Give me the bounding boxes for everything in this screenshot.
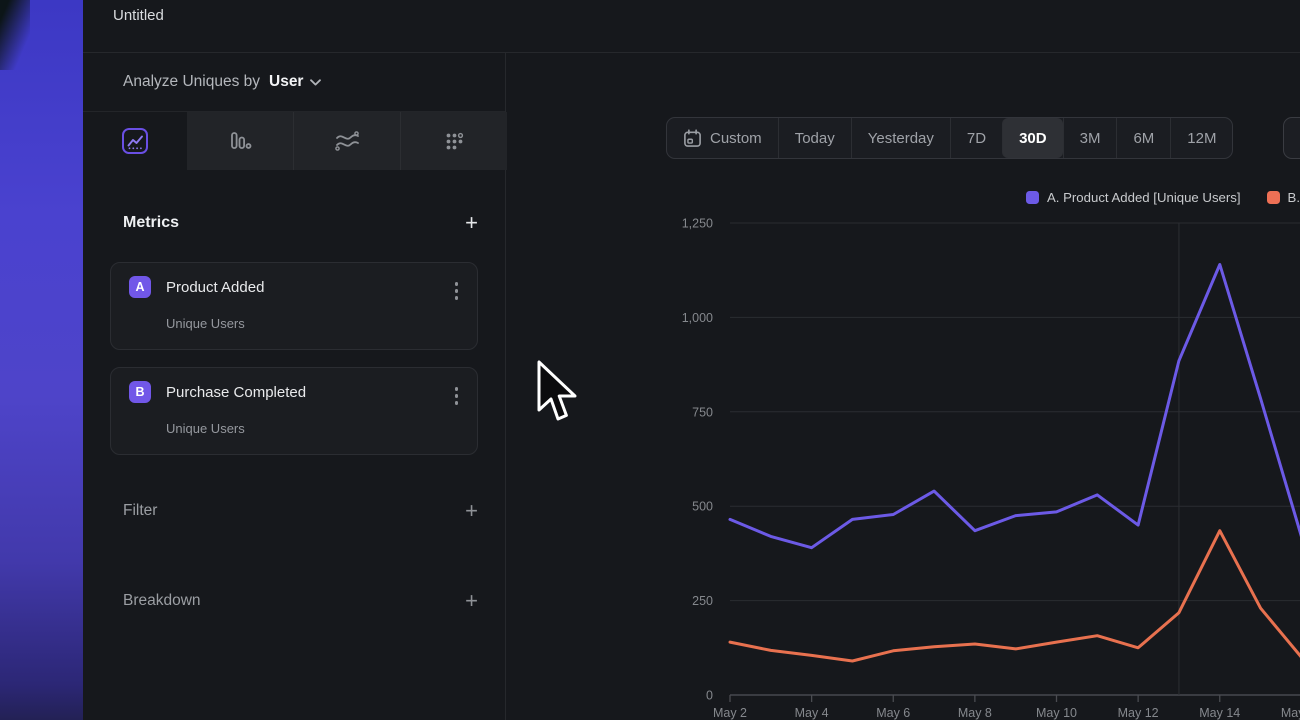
chevron-down-icon xyxy=(310,79,321,86)
y-axis-label: 0 xyxy=(706,689,713,703)
metric-subtitle: Unique Users xyxy=(166,421,245,436)
range-label: Yesterday xyxy=(868,130,934,147)
kebab-menu-icon[interactable] xyxy=(453,280,461,302)
tab-bar-chart[interactable] xyxy=(187,112,293,170)
metrics-title: Metrics xyxy=(123,214,179,232)
y-axis-label: 750 xyxy=(692,405,713,419)
flow-icon xyxy=(334,131,360,151)
section-row-filter: Filter + xyxy=(123,501,478,521)
metric-name: Product Added xyxy=(166,279,264,296)
tab-flow[interactable] xyxy=(293,112,400,170)
series-b-line xyxy=(730,531,1300,661)
x-axis-label: May 16 xyxy=(1281,706,1300,720)
metric-name: Purchase Completed xyxy=(166,384,306,401)
range-button-7d[interactable]: 7D xyxy=(950,118,1002,158)
metrics-header: Metrics + xyxy=(123,213,478,233)
x-axis-label: May 2 xyxy=(713,706,747,720)
y-axis-label: 1,000 xyxy=(682,311,713,325)
sidebar: Analyze Uniques by User Metrics + A Produ… xyxy=(83,53,506,720)
range-button-3m[interactable]: 3M xyxy=(1063,118,1117,158)
metric-badge: A xyxy=(129,276,151,298)
range-label: 3M xyxy=(1080,130,1101,147)
add-metric-button[interactable]: + xyxy=(465,213,478,233)
analyze-entity-value: User xyxy=(269,73,303,91)
metric-card[interactable]: A Product Added Unique Users xyxy=(110,262,478,350)
date-range-selector: Custom Today Yesterday 7D 30D 3M 6M 12M xyxy=(666,117,1233,159)
chart-type-tabs xyxy=(83,112,505,170)
section-label: Breakdown xyxy=(123,592,201,610)
add-filter-button[interactable]: + xyxy=(465,501,478,521)
metric-card[interactable]: B Purchase Completed Unique Users xyxy=(110,367,478,455)
x-axis-label: May 12 xyxy=(1118,706,1159,720)
legend-item[interactable]: B. Purchase Completed [Unique Users] xyxy=(1267,190,1300,205)
calendar-icon xyxy=(683,129,702,148)
section-label: Filter xyxy=(123,502,157,520)
tab-line-chart[interactable] xyxy=(83,112,187,170)
range-label: 30D xyxy=(1019,130,1047,147)
metric-badge: B xyxy=(129,381,151,403)
legend-label: B. Purchase Completed [Unique Users] xyxy=(1288,190,1300,205)
window-header: Untitled xyxy=(83,0,1300,53)
range-button-custom[interactable]: Custom xyxy=(667,118,778,158)
range-label: 12M xyxy=(1187,130,1216,147)
range-button-30d[interactable]: 30D xyxy=(1002,118,1063,158)
range-label: Today xyxy=(795,130,835,147)
x-axis-label: May 8 xyxy=(958,706,992,720)
x-axis-label: May 6 xyxy=(876,706,910,720)
range-button-12m[interactable]: 12M xyxy=(1170,118,1232,158)
kebab-menu-icon[interactable] xyxy=(453,385,461,407)
range-button-today[interactable]: Today xyxy=(778,118,851,158)
app-stage: Untitled Analyze Uniques by User Metrics… xyxy=(0,0,1300,720)
range-label: Custom xyxy=(710,130,762,147)
legend-item[interactable]: A. Product Added [Unique Users] xyxy=(1026,190,1241,205)
mouse-cursor-icon xyxy=(536,360,582,432)
metric-subtitle: Unique Users xyxy=(166,316,245,331)
y-axis-label: 500 xyxy=(692,500,713,514)
scatter-icon xyxy=(444,131,465,152)
y-axis-label: 250 xyxy=(692,594,713,608)
legend-label: A. Product Added [Unique Users] xyxy=(1047,190,1241,205)
add-breakdown-button[interactable]: + xyxy=(465,591,478,611)
chart-legend: A. Product Added [Unique Users] B. Purcha… xyxy=(1026,190,1300,205)
x-axis-label: May 4 xyxy=(795,706,829,720)
legend-swatch xyxy=(1267,191,1280,204)
app-window: Untitled Analyze Uniques by User Metrics… xyxy=(83,0,1300,720)
x-axis-label: May 10 xyxy=(1036,706,1077,720)
x-axis-label: May 14 xyxy=(1199,706,1240,720)
analyze-row: Analyze Uniques by User xyxy=(83,53,505,112)
range-button-6m[interactable]: 6M xyxy=(1116,118,1170,158)
bar-chart-icon xyxy=(228,129,252,153)
line-chart-icon xyxy=(122,128,148,154)
compare-button[interactable]: Compare xyxy=(1283,117,1300,159)
page-title[interactable]: Untitled xyxy=(113,7,164,24)
series-a-line xyxy=(730,265,1300,548)
background-gradient-strip xyxy=(0,0,83,720)
range-label: 7D xyxy=(967,130,986,147)
line-chart-canvas: 0 250 500 750 1,000 1,250 May 2 May 4 May 6 May 8… xyxy=(588,210,1300,720)
tab-scatter[interactable] xyxy=(400,112,507,170)
analyze-entity-dropdown[interactable]: User xyxy=(269,73,321,91)
section-row-breakdown: Breakdown + xyxy=(123,591,478,611)
range-button-yesterday[interactable]: Yesterday xyxy=(851,118,950,158)
analyze-label: Analyze Uniques by xyxy=(123,73,260,91)
y-axis-label: 1,250 xyxy=(682,217,713,231)
range-label: 6M xyxy=(1133,130,1154,147)
legend-swatch xyxy=(1026,191,1039,204)
